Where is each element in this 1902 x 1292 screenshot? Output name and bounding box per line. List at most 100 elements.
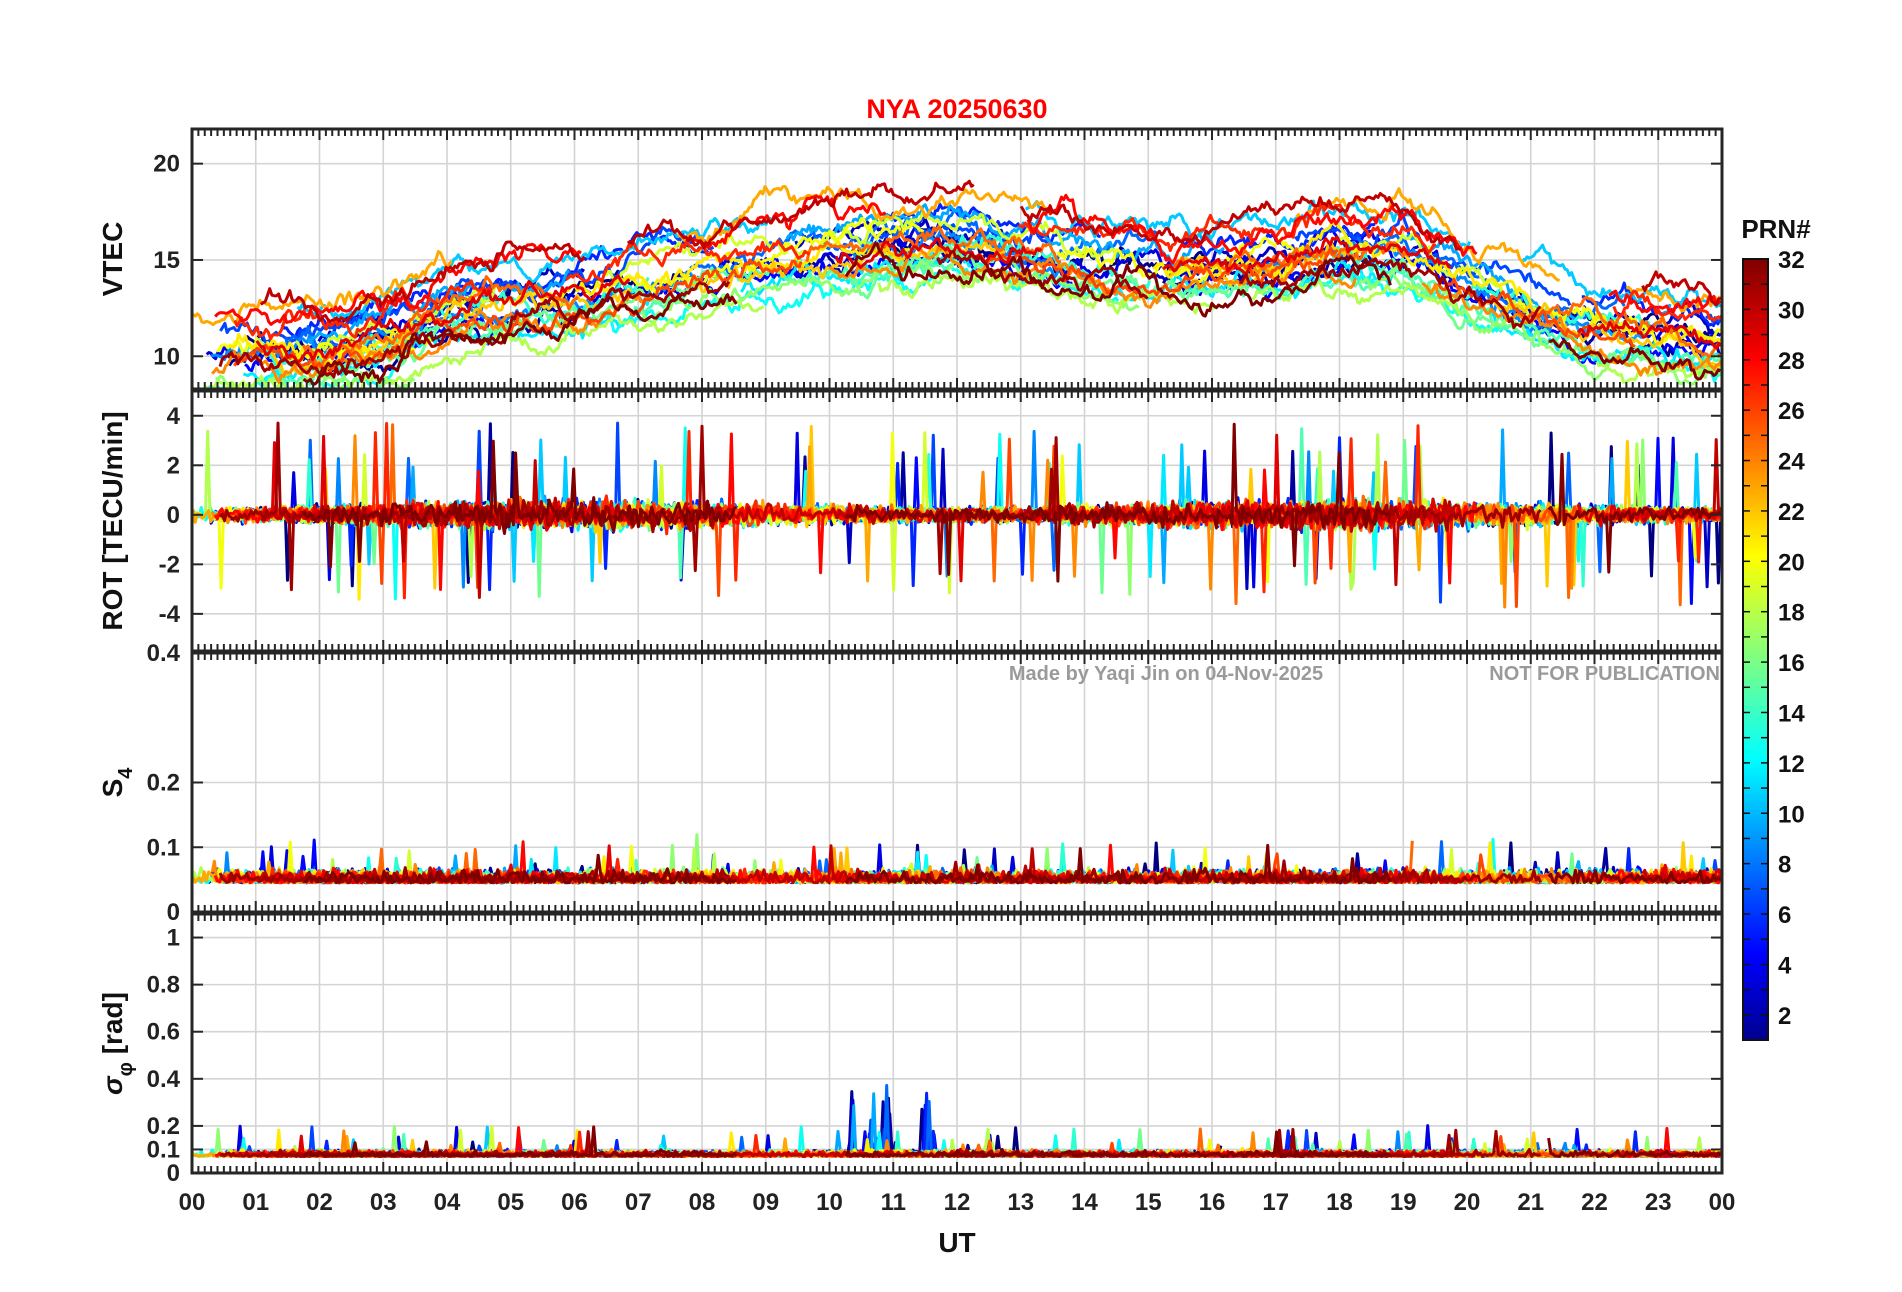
series-prn-7 bbox=[219, 225, 715, 344]
y-tick-label: 20 bbox=[153, 151, 180, 178]
s4-series bbox=[192, 833, 1722, 885]
y-tick-label: 0.1 bbox=[147, 834, 180, 861]
series-prn-30 bbox=[1641, 868, 1722, 884]
series-prn-32 bbox=[302, 1125, 738, 1158]
colorbar-tick-label: 14 bbox=[1778, 700, 1805, 727]
colorbar-tick-label: 2 bbox=[1778, 1003, 1791, 1030]
series-prn-27 bbox=[233, 279, 493, 341]
x-tick-label: 18 bbox=[1326, 1189, 1353, 1216]
series-prn-27 bbox=[1612, 289, 1722, 322]
watermark-notice: NOT FOR PUBLICATION bbox=[1489, 663, 1720, 685]
x-tick-label: 05 bbox=[497, 1189, 524, 1216]
series-prn-29 bbox=[834, 237, 1043, 269]
x-tick-label: 03 bbox=[370, 1189, 397, 1216]
y-tick-label: 0.8 bbox=[147, 972, 180, 999]
x-tick-label: 22 bbox=[1581, 1189, 1608, 1216]
series-prn-20 bbox=[1056, 236, 1305, 284]
x-tick-label: 17 bbox=[1262, 1189, 1289, 1216]
series-prn-26 bbox=[1436, 277, 1636, 348]
x-tick-label: 21 bbox=[1517, 1189, 1544, 1216]
x-tick-label: 06 bbox=[561, 1189, 588, 1216]
series-prn-23 bbox=[1625, 286, 1722, 313]
x-tick-label: 08 bbox=[689, 1189, 716, 1216]
series-prn-32 bbox=[1547, 1137, 1722, 1158]
y-tick-label: 10 bbox=[153, 343, 180, 370]
series-prn-26 bbox=[968, 246, 1339, 297]
series-prn-23 bbox=[677, 185, 1055, 247]
x-tick-label: 16 bbox=[1199, 1189, 1226, 1216]
series-prn-29 bbox=[255, 274, 631, 363]
series-prn-32 bbox=[844, 1130, 1392, 1158]
series-prn-18 bbox=[1595, 360, 1722, 384]
series-prn-28 bbox=[214, 242, 582, 326]
series-prn-30 bbox=[1641, 270, 1721, 307]
series-prn-18 bbox=[1251, 280, 1462, 315]
series-prn-25 bbox=[1543, 295, 1722, 359]
colorbar-tick-label: 24 bbox=[1778, 449, 1805, 476]
colorbar-tick-label: 18 bbox=[1778, 600, 1805, 627]
y-axis-label-sigma_phi: σφ [rad] bbox=[97, 992, 137, 1095]
colorbar-tick-label: 30 bbox=[1778, 297, 1805, 324]
series-prn-31 bbox=[1239, 257, 1542, 329]
y-tick-label: 0.1 bbox=[147, 1136, 180, 1163]
colorbar-tick-label: 8 bbox=[1778, 852, 1791, 879]
y-tick-label: 2 bbox=[167, 452, 180, 479]
series-prn-28 bbox=[687, 194, 887, 250]
series-prn-32 bbox=[302, 293, 738, 386]
colorbar-gradient bbox=[1742, 258, 1769, 1041]
x-tick-label: 00 bbox=[1709, 1189, 1736, 1216]
series-prn-11 bbox=[1521, 243, 1722, 309]
series-prn-32 bbox=[1547, 868, 1722, 885]
series-prn-32 bbox=[844, 242, 1392, 318]
panel-vtec: 10 15 20 VTEC bbox=[97, 127, 1724, 391]
panel-s4: 0 0.1 0.2 0.4 S4 bbox=[97, 640, 1724, 926]
x-tick-label: 13 bbox=[1007, 1189, 1034, 1216]
x-tick-label: 02 bbox=[306, 1189, 333, 1216]
y-tick-label: 0 bbox=[167, 1160, 180, 1187]
rot-series bbox=[192, 421, 1722, 609]
y-tick-label: 0 bbox=[167, 899, 180, 926]
x-tick-label: 07 bbox=[625, 1189, 652, 1216]
colorbar-tick-label: 20 bbox=[1778, 549, 1805, 576]
panel-sigma_phi: 00.10.2 0.4 0.6 0.8 1 σφ [rad] bbox=[97, 912, 1724, 1187]
series-prn-28 bbox=[1026, 193, 1478, 265]
colorbar-tick-label: 26 bbox=[1778, 398, 1805, 425]
x-tick-label: 09 bbox=[752, 1189, 779, 1216]
y-axis-label-rot: ROT [TECU/min] bbox=[97, 411, 128, 630]
y-tick-label: 0.6 bbox=[147, 1019, 180, 1046]
x-axis-ticks: 00 01 02 03 04 05 06 07 08 09 10 11 12 13 14 15 16 17 18 19… bbox=[179, 1189, 1736, 1216]
y-axis-label-vtec: VTEC bbox=[97, 222, 128, 297]
colorbar-tick-label: 12 bbox=[1778, 751, 1805, 778]
series-prn-22 bbox=[690, 240, 1006, 294]
series-prn-29 bbox=[1162, 235, 1452, 278]
series-prn-21 bbox=[509, 240, 911, 305]
x-tick-label: 12 bbox=[944, 1189, 971, 1216]
series-prn-21 bbox=[229, 327, 432, 365]
series-prn-32 bbox=[303, 853, 738, 885]
panel-rot: -4 -2 0 2 4 ROT [TECU/min] bbox=[97, 389, 1724, 653]
x-tick-label: 00 bbox=[179, 1189, 206, 1216]
x-tick-label: 04 bbox=[434, 1189, 461, 1216]
series-prn-18 bbox=[192, 294, 765, 389]
x-tick-label: 10 bbox=[816, 1189, 843, 1216]
series-prn-24 bbox=[211, 293, 654, 384]
y-axis-label-s4: S4 bbox=[97, 767, 137, 798]
colorbar-tick-label: 4 bbox=[1778, 952, 1792, 979]
colorbar-tick-label: 28 bbox=[1778, 348, 1805, 375]
colorbar-tick-label: 22 bbox=[1778, 499, 1805, 526]
watermark-credit: Made by Yaqi Jin on 04-Nov-2025 bbox=[1009, 663, 1323, 685]
series-prn-25 bbox=[805, 225, 1062, 264]
series-prn-32 bbox=[1548, 338, 1721, 381]
colorbar-title: PRN# bbox=[1741, 214, 1811, 244]
series-prn-29 bbox=[1577, 319, 1722, 350]
y-tick-label: 0.4 bbox=[147, 1066, 181, 1093]
series-prn-32 bbox=[844, 843, 1392, 885]
y-tick-label: 1 bbox=[167, 925, 180, 952]
y-tick-label: 0.4 bbox=[147, 640, 181, 667]
y-tick-label: -2 bbox=[159, 551, 180, 578]
y-tick-label: 0 bbox=[167, 502, 180, 529]
series-prn-27 bbox=[565, 239, 811, 283]
